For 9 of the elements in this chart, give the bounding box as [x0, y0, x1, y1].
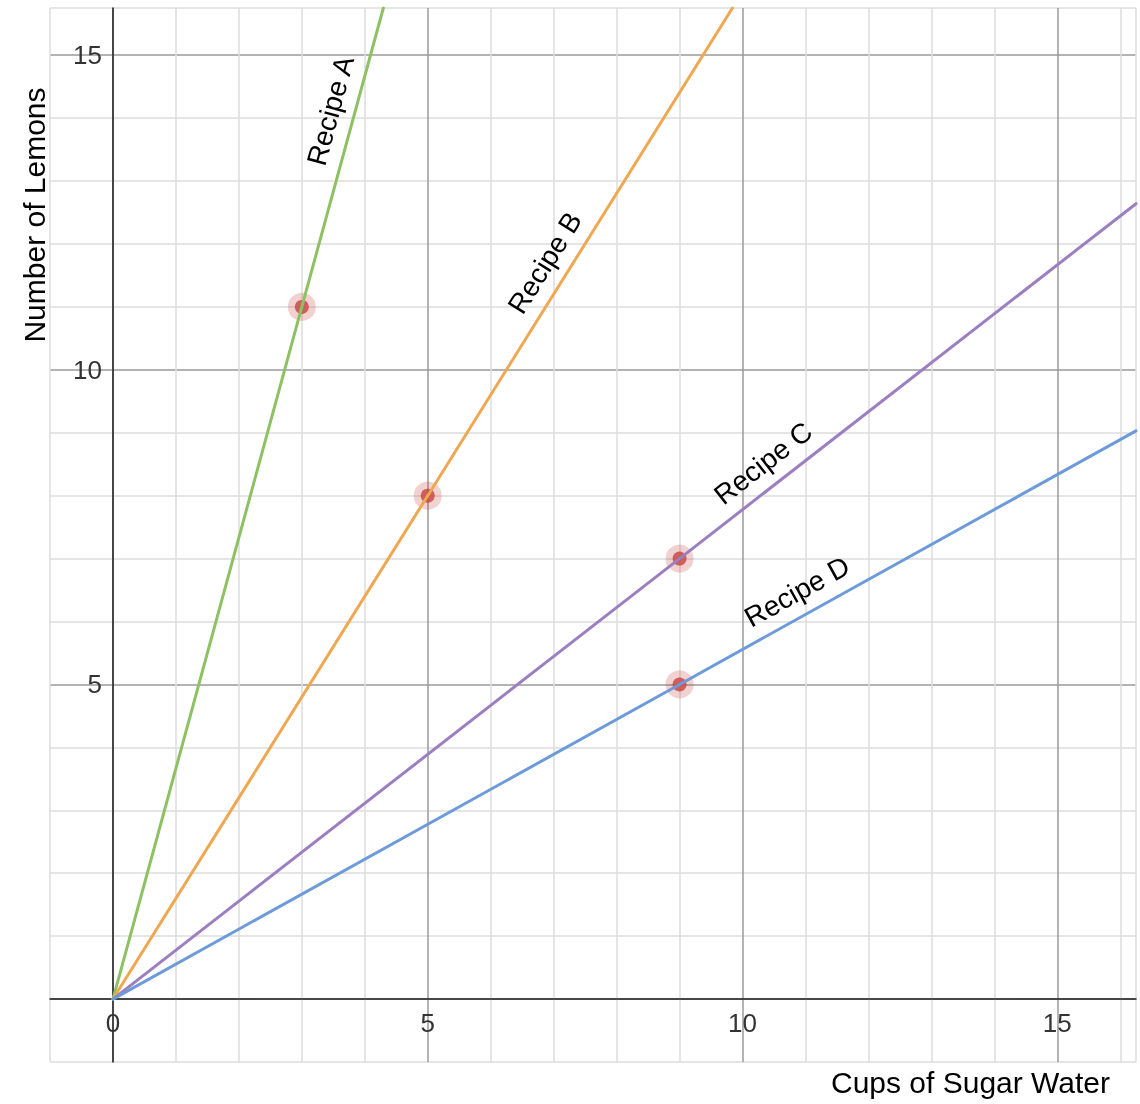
x-tick-label: 15	[1042, 1008, 1072, 1038]
text: Recipe A	[300, 52, 361, 169]
y-tick-label: 15	[73, 40, 102, 71]
y-axis-title: Number of Lemons	[17, 87, 51, 343]
x-tick-label: 5	[420, 1008, 435, 1038]
x-axis-title: Cups of Sugar Water	[830, 1065, 1110, 1099]
y-tick-label: 5	[87, 669, 102, 700]
x-tick-label: 10	[728, 1008, 757, 1038]
y-tick-label: 10	[73, 354, 102, 385]
